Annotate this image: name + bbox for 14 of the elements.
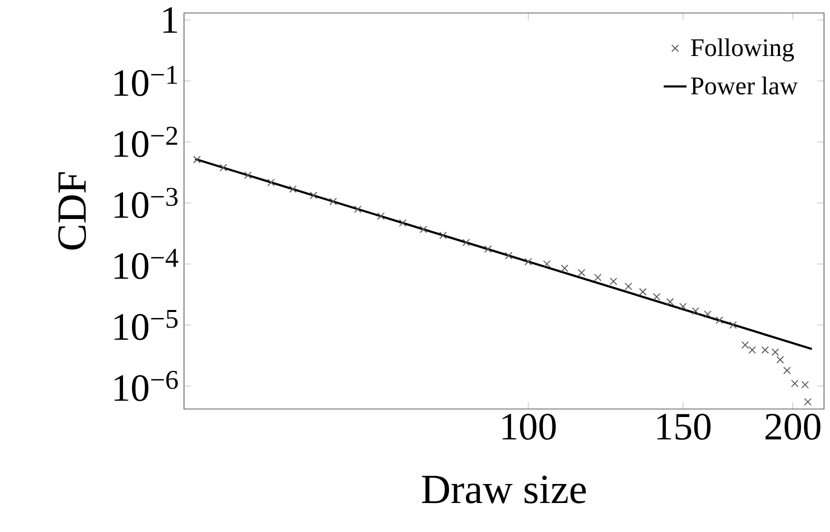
x-tick-label: 200 — [766, 414, 820, 440]
legend-label: Following — [690, 38, 794, 62]
y-tick-label: 10$^{−1}$ — [114, 66, 178, 96]
y-tick-label: 10$^{−5}$ — [114, 310, 178, 340]
x-axis-title: Draw size — [422, 476, 586, 504]
y-tick-label: 1 — [163, 7, 177, 33]
y-tick-label: 10$^{−2}$ — [114, 126, 178, 158]
x-tick-label: 150 — [657, 414, 711, 440]
x-tick-label: 100 — [502, 414, 556, 440]
y-tick-label: 10$^{−3}$ — [114, 188, 178, 218]
y-tick-label: 10$^{−6}$ — [114, 370, 178, 402]
legend-label: Power law — [690, 76, 798, 94]
y-axis-title: CDF — [58, 172, 86, 250]
y-tick-label: 10$^{−4}$ — [114, 248, 178, 280]
